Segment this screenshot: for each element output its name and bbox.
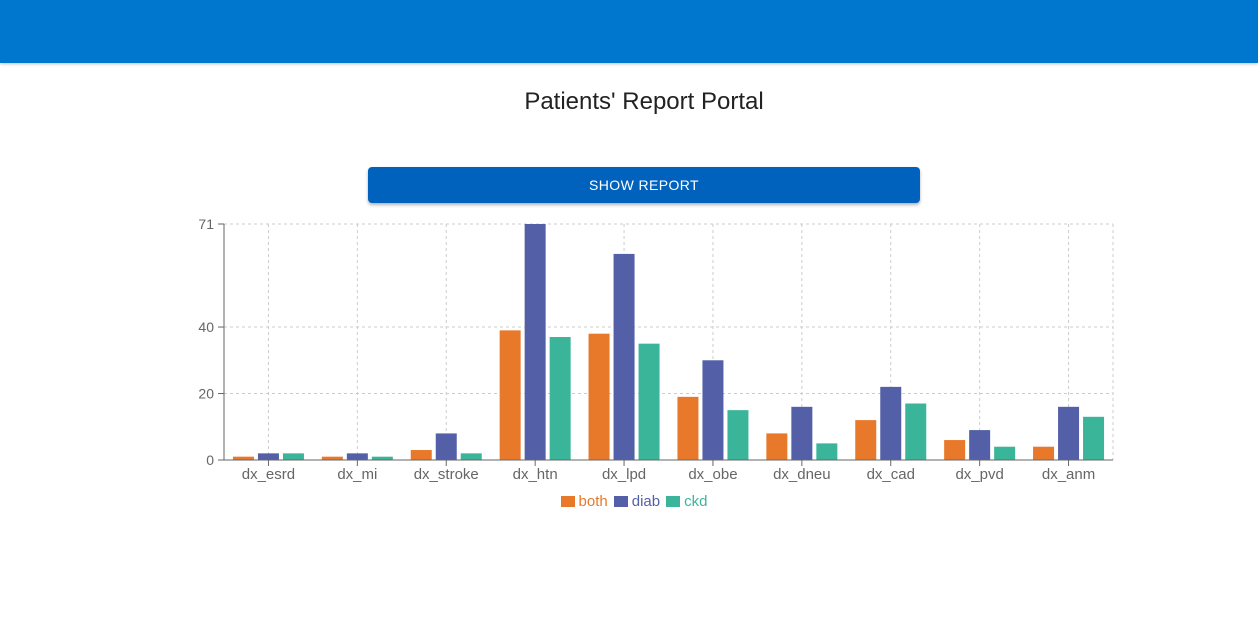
- bar-ckd-dx_lpd: [638, 343, 660, 460]
- bar-diab-dx_pvd: [969, 430, 991, 460]
- bar-ckd-dx_dneu: [816, 443, 838, 460]
- x-tick-label: dx_obe: [688, 466, 737, 483]
- bar-diab-dx_stroke: [435, 433, 457, 460]
- bar-ckd-dx_pvd: [994, 446, 1016, 460]
- x-tick-label: dx_cad: [867, 466, 915, 483]
- bar-diab-dx_anm: [1058, 406, 1080, 460]
- x-tick-label: dx_mi: [337, 466, 377, 483]
- bar-diab-dx_obe: [702, 360, 724, 460]
- app-bar: [0, 0, 1258, 63]
- chart-svg: 0 20 40 71 dx_esrd dx_mi dx_stroke dx_htn dx_lpd…: [198, 216, 1114, 483]
- bar-diab-dx_lpd: [613, 253, 635, 460]
- bar-both-dx_obe: [677, 396, 699, 460]
- bar-diab-dx_dneu: [791, 406, 813, 460]
- bar-diab-dx_htn: [524, 224, 546, 460]
- legend-swatch: [613, 496, 628, 507]
- bar-diab-dx_mi: [346, 453, 368, 460]
- bar-both-dx_esrd: [232, 456, 254, 460]
- x-tick-label: dx_lpd: [602, 466, 646, 483]
- legend-item-ckd: ckd: [666, 493, 707, 510]
- bar-both-dx_mi: [321, 456, 343, 460]
- bar-both-dx_pvd: [944, 440, 966, 460]
- bar-ckd-dx_stroke: [460, 453, 482, 460]
- y-tick-label: 40: [198, 319, 214, 335]
- bar-diab-dx_cad: [880, 386, 902, 460]
- x-tick-label: dx_esrd: [242, 466, 295, 483]
- bar-ckd-dx_anm: [1083, 416, 1105, 460]
- legend-label: both: [578, 493, 608, 510]
- legend-label: ckd: [684, 493, 708, 510]
- x-tick-label: dx_stroke: [414, 466, 479, 483]
- legend-item-both: both: [560, 493, 608, 510]
- bar-both-dx_cad: [855, 420, 877, 460]
- bar-both-dx_dneu: [766, 433, 788, 460]
- bar-ckd-dx_obe: [727, 410, 749, 460]
- y-tick-label: 71: [198, 216, 214, 232]
- bar-both-dx_lpd: [588, 333, 610, 460]
- bar-both-dx_anm: [1033, 446, 1055, 460]
- bar-ckd-dx_htn: [549, 337, 571, 460]
- page-title: Patients' Report Portal: [524, 88, 764, 115]
- y-tick-label: 0: [206, 452, 214, 468]
- legend-item-diab: diab: [613, 493, 661, 510]
- bar-both-dx_htn: [499, 330, 521, 460]
- chart-legend: both diab ckd: [0, 493, 1258, 510]
- x-tick-label: dx_anm: [1042, 466, 1095, 483]
- legend-label: diab: [631, 493, 661, 510]
- bar-diab-dx_esrd: [257, 453, 279, 460]
- bar-ckd-dx_esrd: [282, 453, 304, 460]
- bar-both-dx_stroke: [410, 450, 432, 460]
- bar-chart: 0 20 40 71 dx_esrd dx_mi dx_stroke dx_htn dx_lpd…: [0, 210, 1258, 530]
- x-tick-label: dx_dneu: [773, 466, 831, 483]
- bar-ckd-dx_cad: [905, 403, 927, 460]
- legend-swatch: [666, 496, 681, 507]
- x-tick-label: dx_htn: [513, 466, 558, 483]
- x-tick-label: dx_pvd: [955, 466, 1003, 483]
- y-tick-label: 20: [198, 386, 214, 402]
- show-report-button[interactable]: SHOW REPORT: [368, 167, 920, 203]
- bar-ckd-dx_mi: [371, 456, 393, 460]
- legend-swatch: [560, 496, 575, 507]
